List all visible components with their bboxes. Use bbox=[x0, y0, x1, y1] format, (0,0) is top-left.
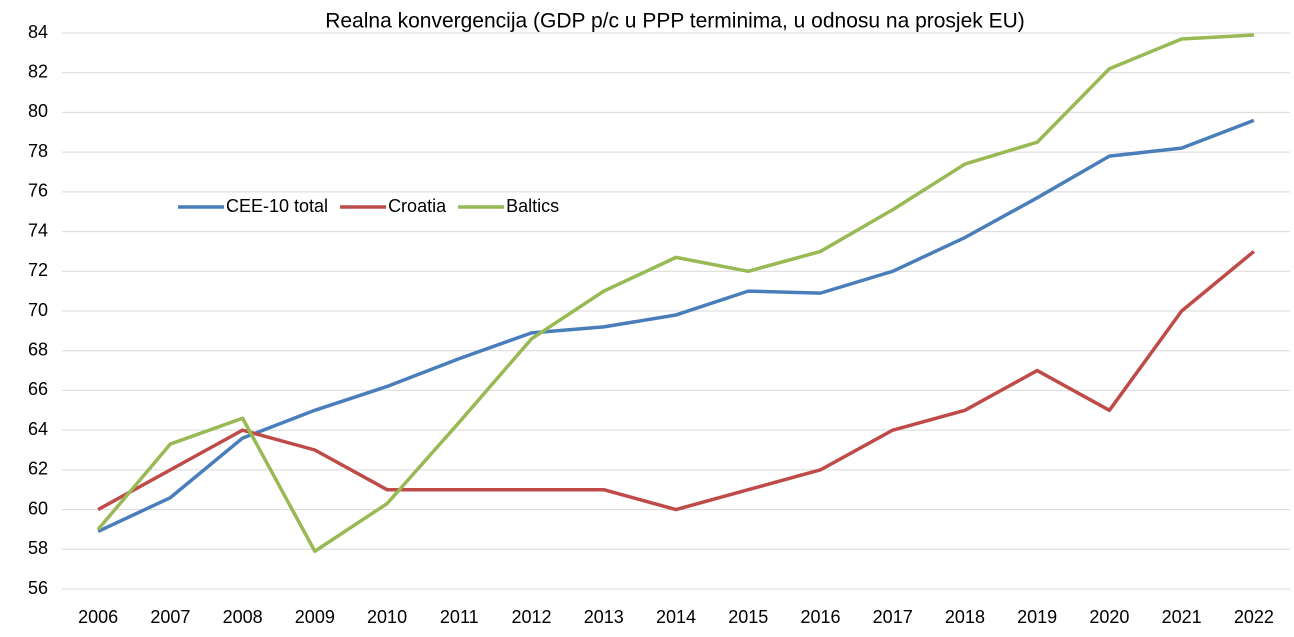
x-tick-label: 2008 bbox=[223, 607, 263, 627]
y-tick-label: 58 bbox=[28, 538, 48, 558]
legend-label: Baltics bbox=[506, 196, 559, 216]
x-tick-label: 2013 bbox=[584, 607, 624, 627]
y-tick-label: 60 bbox=[28, 498, 48, 518]
x-tick-label: 2018 bbox=[945, 607, 985, 627]
x-tick-label: 2020 bbox=[1089, 607, 1129, 627]
x-tick-label: 2007 bbox=[150, 607, 190, 627]
y-tick-label: 74 bbox=[28, 220, 48, 240]
y-tick-label: 66 bbox=[28, 379, 48, 399]
y-tick-label: 82 bbox=[28, 61, 48, 81]
y-tick-label: 80 bbox=[28, 101, 48, 121]
x-tick-label: 2019 bbox=[1017, 607, 1057, 627]
series-line bbox=[97, 118, 1255, 533]
x-tick-label: 2017 bbox=[873, 607, 913, 627]
y-tick-label: 56 bbox=[28, 578, 48, 598]
x-tick-label: 2006 bbox=[78, 607, 118, 627]
x-tick-label: 2015 bbox=[728, 607, 768, 627]
chart-title: Realna konvergencija (GDP p/c u PPP term… bbox=[325, 10, 1025, 33]
y-tick-label: 78 bbox=[28, 141, 48, 161]
y-tick-label: 84 bbox=[28, 22, 48, 42]
series-line bbox=[97, 250, 1255, 512]
x-tick-label: 2016 bbox=[800, 607, 840, 627]
y-tick-label: 70 bbox=[28, 300, 48, 320]
x-tick-label: 2012 bbox=[512, 607, 552, 627]
y-tick-label: 72 bbox=[28, 260, 48, 280]
series-line bbox=[96, 33, 1254, 554]
x-tick-label: 2011 bbox=[440, 607, 479, 627]
x-tick-label: 2021 bbox=[1162, 607, 1202, 627]
x-tick-label: 2014 bbox=[656, 607, 696, 627]
x-tick-label: 2009 bbox=[295, 607, 335, 627]
x-tick-label: 2022 bbox=[1234, 607, 1274, 627]
x-tick-label: 2010 bbox=[367, 607, 407, 627]
y-tick-label: 76 bbox=[28, 181, 48, 201]
legend-label: Croatia bbox=[388, 196, 447, 216]
y-tick-label: 62 bbox=[28, 459, 48, 479]
y-tick-label: 64 bbox=[28, 419, 48, 439]
y-tick-label: 68 bbox=[28, 339, 48, 359]
legend-label: CEE-10 total bbox=[226, 196, 328, 216]
